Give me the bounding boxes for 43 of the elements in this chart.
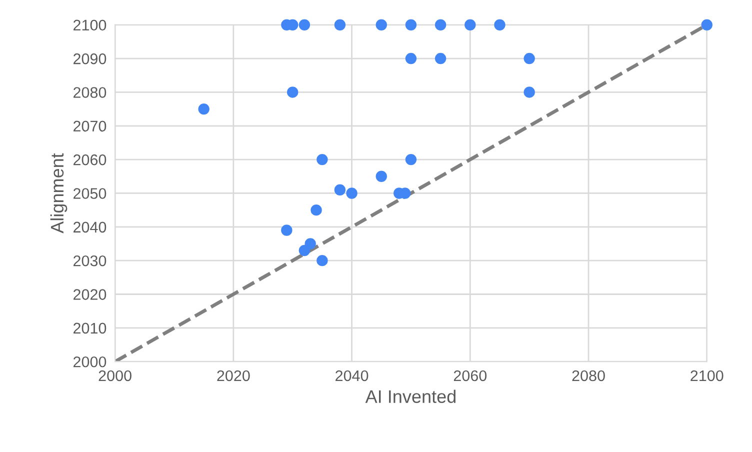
point	[524, 52, 535, 64]
point	[281, 224, 292, 236]
x-tick-label: 2020	[217, 370, 250, 382]
point	[405, 19, 417, 30]
y-tick-label: 2030	[74, 255, 106, 266]
point	[310, 204, 322, 216]
point	[316, 154, 328, 166]
y-tick-label: 2100	[74, 20, 106, 31]
x-axis-title: AI Invented	[365, 390, 456, 403]
x-tick-label: 2000	[98, 370, 132, 382]
point	[316, 254, 328, 266]
point	[376, 19, 387, 30]
point	[198, 103, 210, 115]
y-tick-label: 2040	[74, 222, 106, 233]
y-tick-label: 2000	[74, 356, 106, 368]
y-tick-label: 2080	[74, 87, 106, 98]
y-tick-label: 2060	[74, 154, 106, 166]
point	[701, 19, 712, 30]
point	[286, 86, 298, 98]
point	[304, 238, 316, 250]
point	[434, 19, 446, 30]
point	[298, 244, 310, 256]
y-tick-label: 2090	[74, 53, 106, 64]
point	[405, 154, 417, 166]
x-tick-label: 2060	[454, 370, 487, 382]
point	[334, 19, 346, 30]
x-tick-label: 2040	[336, 370, 368, 382]
point	[346, 188, 358, 199]
point	[405, 52, 417, 64]
point	[434, 52, 446, 64]
x-tick-label: 2100	[690, 370, 724, 382]
x-tick-label: 2080	[572, 370, 605, 382]
point	[464, 19, 476, 30]
y-tick-label: 2020	[74, 289, 106, 300]
y-tick-label: 2010	[74, 322, 106, 334]
y-tick-label: 2070	[74, 120, 106, 132]
point	[376, 170, 387, 182]
point	[298, 19, 310, 30]
point	[524, 86, 535, 98]
point	[334, 184, 346, 196]
y-tick-label: 2050	[74, 188, 106, 199]
y-axis-title: Alignment	[50, 153, 68, 234]
point	[494, 19, 506, 30]
